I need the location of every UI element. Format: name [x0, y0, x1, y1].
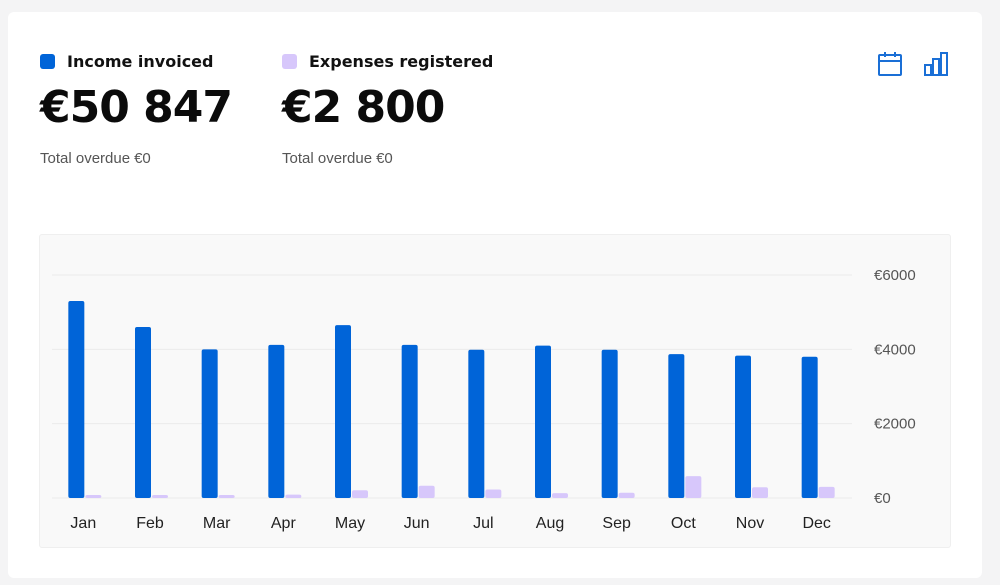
bar-chart-svg: €6000 €4000 €2000 €0 Jan Feb Mar Apr May Jun Jul Au… — [52, 267, 916, 532]
calendar-icon — [878, 52, 902, 76]
expenses-bar — [618, 492, 635, 498]
expenses-overdue: Total overdue €0 — [282, 150, 493, 167]
x-tick-label: Sep — [602, 515, 631, 532]
expenses-bar — [352, 490, 368, 498]
x-tick-label: Apr — [271, 515, 297, 532]
income-bar — [135, 327, 151, 498]
x-tick-label: Jun — [404, 515, 430, 532]
income-expenses-card: Income invoiced €50 847 Total overdue €0 … — [8, 12, 982, 578]
expenses-bar — [418, 485, 435, 498]
expenses-bar — [552, 493, 568, 498]
income-legend-label: Income invoiced — [67, 51, 214, 71]
expenses-bar — [485, 489, 502, 498]
expenses-bar — [218, 495, 235, 498]
y-tick-label: €0 — [874, 490, 891, 507]
bar-chart: €6000 €4000 €2000 €0 Jan Feb Mar Apr May Jun Jul Au… — [39, 234, 951, 548]
chart-type-button[interactable] — [920, 48, 952, 80]
income-bar — [268, 344, 285, 498]
expenses-swatch — [282, 53, 297, 69]
bar-chart-icon — [924, 52, 948, 76]
y-tick-label: €4000 — [874, 341, 916, 358]
expenses-bar — [152, 495, 168, 498]
calendar-button[interactable] — [874, 48, 906, 80]
expenses-overdue-value: €0 — [376, 150, 393, 167]
x-tick-label: Aug — [536, 515, 564, 532]
x-tick-label: Oct — [671, 515, 696, 532]
expenses-bar — [285, 494, 302, 498]
y-tick-label: €6000 — [874, 267, 916, 284]
expenses-legend-label: Expenses registered — [309, 51, 494, 71]
income-swatch — [40, 53, 55, 69]
income-bar — [335, 325, 351, 498]
income-bar — [68, 301, 85, 498]
x-tick-label: Mar — [203, 515, 231, 532]
y-tick-label: €2000 — [874, 416, 916, 433]
expenses-bar — [818, 486, 835, 498]
income-bar — [801, 356, 818, 498]
income-bar — [468, 349, 485, 498]
x-tick-label: Nov — [736, 515, 764, 532]
income-overdue-label: Total overdue — [40, 150, 131, 167]
expenses-bar — [752, 487, 768, 498]
income-bar — [601, 349, 618, 498]
expenses-total: €2 800 — [282, 82, 445, 133]
income-bar — [201, 349, 218, 498]
x-tick-label: Dec — [802, 515, 830, 532]
income-bar — [535, 345, 551, 498]
income-bar — [668, 354, 685, 498]
income-legend: Income invoiced — [40, 50, 232, 72]
x-tick-label: Jul — [473, 515, 493, 532]
x-tick-label: Feb — [136, 515, 164, 532]
income-metric: Income invoiced €50 847 Total overdue €0 — [40, 50, 233, 167]
x-tick-label: May — [335, 515, 365, 532]
chart-toolbar — [874, 48, 952, 80]
expenses-bar — [685, 476, 702, 498]
income-overdue-value: €0 — [134, 150, 151, 167]
expenses-bar — [85, 495, 102, 498]
expenses-legend: Expenses registered — [282, 50, 493, 72]
income-overdue: Total overdue €0 — [40, 150, 232, 167]
expenses-overdue-label: Total overdue — [282, 150, 373, 167]
x-tick-label: Jan — [70, 515, 96, 532]
income-bar — [401, 344, 418, 498]
expenses-metric: Expenses registered €2 800 Total overdue… — [282, 50, 493, 167]
income-bar — [735, 355, 751, 498]
income-total: €50 847 — [40, 82, 233, 133]
